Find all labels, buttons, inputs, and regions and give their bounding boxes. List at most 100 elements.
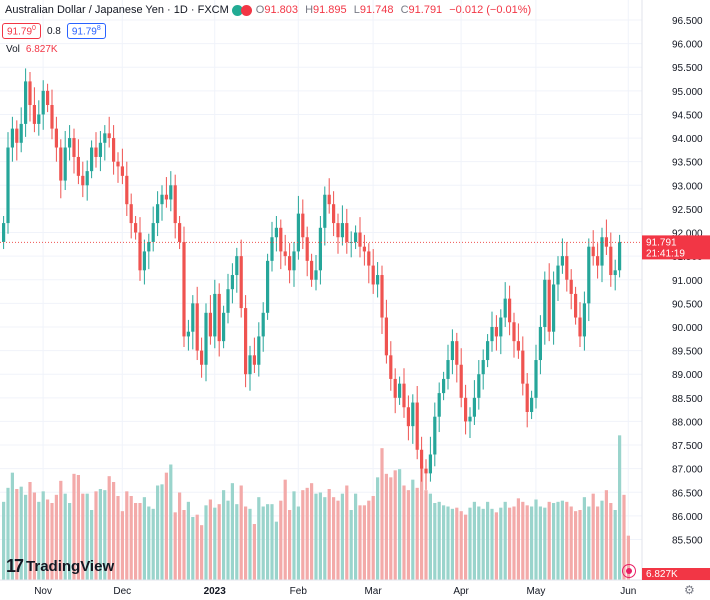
volume-bar [543, 507, 547, 580]
candle-body [323, 194, 327, 228]
candle-body [6, 147, 10, 224]
y-tick-label: 90.500 [672, 299, 703, 310]
spread-value: 0.8 [46, 25, 61, 37]
candle-body [156, 204, 160, 224]
volume-bar [472, 501, 476, 580]
volume-bar [142, 497, 146, 580]
volume-axis-label: 6.827K [646, 569, 678, 580]
volume-bar [178, 492, 182, 580]
candle-body [68, 138, 72, 148]
volume-bar [367, 500, 371, 580]
symbol-title[interactable]: Australian Dollar / Japanese Yen · 1D · … [5, 4, 229, 16]
candle-body [521, 350, 525, 384]
volume-bar [310, 483, 314, 580]
volume-bar [503, 501, 507, 580]
tradingview-logo[interactable]: 17 TradingView [6, 556, 114, 577]
candle-body [587, 246, 591, 304]
candle-body [552, 284, 556, 332]
candle-body [415, 402, 419, 450]
volume-bar [164, 472, 168, 580]
logo-text: TradingView [26, 558, 115, 575]
buy-price-box[interactable]: 91.798 [66, 23, 106, 40]
volume-bar [305, 487, 309, 580]
candle-body [129, 204, 133, 224]
last-price-label: 91.791 [646, 237, 677, 248]
volume-bar [384, 473, 388, 580]
volume-bar [63, 493, 67, 580]
candle-body [191, 303, 195, 332]
gear-icon[interactable]: ⚙ [684, 583, 695, 597]
candle-body [442, 378, 446, 394]
candle-body [107, 133, 111, 139]
candle-body [138, 232, 142, 271]
y-tick-label: 94.000 [672, 134, 703, 145]
candle-body [596, 256, 600, 266]
candle-body [367, 251, 371, 266]
sell-price-box[interactable]: 91.7980 [2, 23, 41, 40]
candle-body [288, 256, 292, 271]
candle-body [446, 360, 450, 379]
y-tick-label: 87.000 [672, 465, 703, 476]
time-axis[interactable]: Nov Dec 2023 Feb Mar Apr May Jun [0, 579, 710, 597]
candle-body [230, 275, 234, 290]
candle-body [530, 397, 534, 412]
x-tick-label: Jun [620, 586, 636, 597]
volume-bar [274, 521, 278, 580]
y-tick-label: 86.500 [672, 488, 703, 499]
open-value: 91.803 [264, 4, 298, 16]
volume-bar [552, 503, 556, 580]
candle-body [354, 232, 358, 242]
volume-bar [349, 510, 353, 580]
volume-bar [354, 493, 358, 580]
candle-body [499, 317, 503, 337]
volume-bar [125, 491, 129, 580]
volume-bar [626, 535, 630, 580]
candle-body [547, 279, 551, 332]
x-tick-label: Nov [34, 586, 52, 597]
volume-bar [398, 469, 402, 580]
volume-bar [54, 494, 58, 580]
volume-bar [468, 507, 472, 580]
volume-bar [389, 477, 393, 580]
candle-body [76, 156, 80, 176]
volume-bar [587, 506, 591, 580]
volume-bar [261, 506, 265, 580]
market-status-icon[interactable] [231, 4, 252, 16]
volume-bar [547, 501, 551, 580]
price-axis[interactable]: 96.500 96.000 95.500 95.000 94.500 94.000 93.5… [641, 0, 703, 580]
candle-body [490, 326, 494, 342]
volume-value: 6.827K [25, 44, 58, 55]
volume-bar [314, 493, 318, 580]
candle-body [213, 293, 217, 337]
y-tick-label: 92.000 [672, 229, 703, 240]
volume-bar [129, 496, 133, 580]
candle-body [560, 256, 564, 266]
low-value: 91.748 [359, 4, 394, 16]
candle-body [578, 317, 582, 337]
candle-body [376, 275, 380, 285]
go-to-realtime-icon[interactable] [622, 564, 636, 578]
volume-bar [186, 501, 190, 580]
volume-bar [411, 479, 415, 580]
candle-body [437, 393, 441, 417]
candle-body [428, 454, 432, 474]
volume-bar [393, 470, 397, 580]
candle-body [455, 341, 459, 365]
candle-body [169, 185, 173, 200]
candle-body [301, 213, 305, 238]
volume-bar [464, 514, 468, 580]
volume-bar [10, 472, 14, 580]
x-tick-label: Mar [364, 586, 382, 597]
x-tick-label: Apr [453, 586, 469, 597]
candle-body [582, 303, 586, 337]
volume-bar [191, 517, 195, 580]
candle-body [459, 364, 463, 398]
y-tick-label: 91.000 [672, 276, 703, 287]
y-tick-label: 89.500 [672, 347, 703, 358]
candle-body [164, 194, 168, 200]
candle-body [266, 260, 270, 313]
candle-body [222, 312, 226, 342]
volume-bar [428, 493, 432, 580]
